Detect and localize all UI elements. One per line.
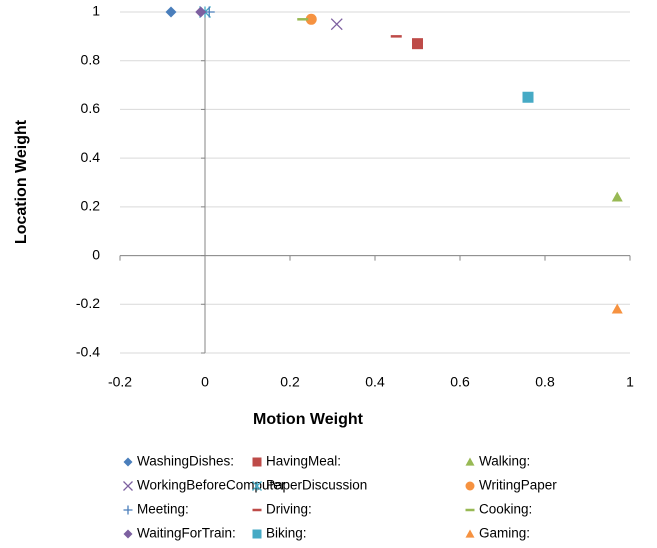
legend-label: Cooking:: [479, 502, 532, 517]
x-tick-label: 1: [626, 374, 634, 390]
y-tick-label: 0.8: [81, 51, 101, 67]
legend-label: HavingMeal:: [266, 454, 341, 469]
y-tick-label: 1: [92, 3, 100, 19]
y-tick-label: 0.6: [81, 100, 101, 116]
legend-label: WorkingBeforeComputer: [137, 478, 286, 493]
legend-marker: [465, 481, 475, 491]
legend-label: Meeting:: [137, 502, 189, 517]
legend-marker: [123, 505, 133, 515]
point: [330, 18, 343, 31]
x-tick-label: 0.6: [450, 374, 470, 390]
legend-label: Biking:: [266, 526, 307, 541]
legend-marker: [465, 457, 475, 466]
legend-label: Driving:: [266, 502, 312, 517]
y-tick-label: -0.2: [76, 295, 100, 311]
point: [195, 6, 207, 18]
legend-label: WashingDishes:: [137, 454, 234, 469]
y-tick-label: 0: [92, 246, 100, 262]
legend-label: PaperDiscussion: [266, 478, 367, 493]
legend-marker: [252, 529, 262, 539]
x-axis-title: Motion Weight: [253, 411, 364, 428]
x-tick-label: 0: [201, 374, 209, 390]
x-tick-label: 0.4: [365, 374, 385, 390]
y-tick-label: -0.4: [76, 344, 100, 360]
legend-label: Walking:: [479, 454, 530, 469]
y-tick-label: 0.4: [81, 149, 101, 165]
y-tick-label: 0.2: [81, 198, 101, 214]
point: [305, 13, 317, 25]
point: [165, 6, 177, 18]
legend-marker: [123, 529, 133, 539]
legend-marker: [123, 457, 133, 467]
legend-label: Gaming:: [479, 526, 530, 541]
legend-label: WritingPaper: [479, 478, 557, 493]
point: [412, 38, 423, 50]
legend-marker: [252, 481, 262, 491]
x-tick-label: -0.2: [108, 374, 132, 390]
legend-label: WaitingForTrain:: [137, 526, 236, 541]
x-tick-label: 0.8: [535, 374, 555, 390]
legend-marker: [123, 481, 133, 491]
point: [611, 191, 623, 202]
legend-marker: [465, 529, 475, 538]
point: [611, 303, 623, 314]
point: [522, 91, 534, 103]
legend-marker: [252, 457, 262, 467]
y-axis-title: Location Weight: [13, 119, 30, 244]
x-tick-label: 0.2: [280, 374, 300, 390]
